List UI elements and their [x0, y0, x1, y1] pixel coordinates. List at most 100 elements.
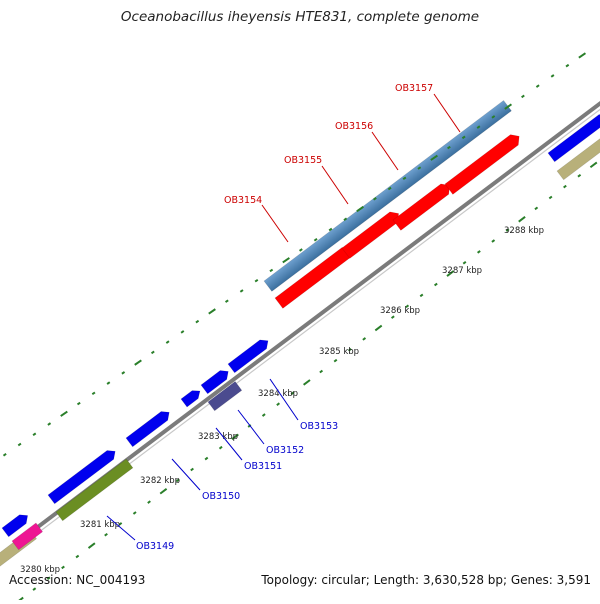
- tick-dot: [356, 205, 364, 213]
- gene-feature-shape: [444, 134, 520, 195]
- tick-dot: [261, 413, 266, 417]
- tick-dot: [104, 532, 108, 537]
- tick-dot: [2, 453, 7, 457]
- tick-dot: [565, 63, 570, 68]
- tick-dots: [2, 52, 598, 604]
- tick-dot: [405, 304, 410, 309]
- tick-dot: [373, 197, 377, 201]
- tick-dot: [430, 154, 438, 161]
- gene-feature-shape: [207, 381, 243, 412]
- tick-dot: [417, 166, 422, 170]
- tick-dot: [577, 173, 582, 178]
- tick-dot: [106, 381, 111, 385]
- tick-dot: [61, 565, 65, 570]
- tick-dot: [504, 103, 512, 110]
- tick-dot: [204, 456, 209, 461]
- gene-label-group[interactable]: OB3153: [269, 378, 338, 432]
- tick-dot: [190, 467, 194, 472]
- gene-feature[interactable]: [200, 367, 232, 395]
- gene-label-group[interactable]: OB3156: [335, 121, 399, 171]
- gene-feature[interactable]: [392, 180, 454, 231]
- tick-dot: [208, 308, 216, 315]
- tick-dot: [298, 248, 303, 252]
- gene-label[interactable]: OB3156: [335, 121, 373, 132]
- gene-label-leader: [106, 515, 136, 541]
- gene-label-group[interactable]: OB3154: [224, 195, 289, 243]
- ruler-tick-label: 3281 kbp: [80, 520, 120, 530]
- gene-label[interactable]: OB3153: [300, 421, 338, 432]
- gene-label[interactable]: OB3152: [266, 445, 304, 456]
- gene-feature[interactable]: [547, 111, 600, 163]
- tick-dot: [477, 250, 481, 254]
- ruler-tick-label: 3285 kbp: [319, 347, 359, 357]
- gene-label-leader: [171, 458, 201, 491]
- tick-dot: [46, 576, 51, 581]
- gene-label-leader: [237, 409, 265, 445]
- tick-dot: [159, 487, 168, 495]
- tick-dot: [147, 500, 151, 504]
- tick-dot: [76, 401, 81, 406]
- tick-dot: [60, 410, 68, 417]
- gene-label-group[interactable]: OB3150: [171, 458, 240, 502]
- gene-label-leader: [261, 204, 289, 243]
- gene-feature[interactable]: [1, 511, 31, 538]
- ruler-tick-label: 3288 kbp: [504, 226, 544, 236]
- tick-dot: [134, 359, 142, 366]
- ruler-tick-label: 3286 kbp: [380, 306, 420, 316]
- tick-dot: [32, 587, 37, 591]
- gene-feature[interactable]: [180, 387, 203, 408]
- gene-feature[interactable]: [125, 408, 173, 448]
- tick-dot: [87, 542, 96, 549]
- tick-dot: [290, 391, 295, 396]
- gene-label-group[interactable]: OB3151: [215, 427, 282, 472]
- tick-dot: [402, 176, 407, 181]
- gene-label-group[interactable]: OB3157: [395, 83, 461, 133]
- tick-dot: [269, 268, 274, 273]
- tick-dot: [175, 478, 180, 483]
- gene-label-leader: [321, 165, 349, 205]
- gene-feature[interactable]: [227, 336, 271, 374]
- tick-dot: [535, 84, 540, 88]
- gene-label[interactable]: OB3150: [202, 491, 240, 502]
- tick-dot: [276, 402, 281, 406]
- ruler-tick-label: 3284 kbp: [258, 389, 298, 399]
- gene-label-leader: [371, 131, 399, 171]
- tick-dot: [91, 391, 96, 396]
- tick-dot: [461, 135, 466, 140]
- gene-label[interactable]: OB3149: [136, 541, 174, 552]
- tick-dot: [563, 184, 567, 189]
- tick-dot: [534, 206, 539, 211]
- gene-label-group[interactable]: OB3155: [284, 155, 349, 205]
- gene-feature[interactable]: [55, 458, 134, 522]
- tick-dot: [387, 186, 392, 191]
- gene-label[interactable]: OB3151: [244, 461, 282, 472]
- tick-dot: [32, 432, 37, 437]
- tick-dot: [550, 74, 555, 78]
- gene-feature[interactable]: [556, 134, 600, 181]
- gene-feature[interactable]: [11, 522, 43, 551]
- gene-label[interactable]: OB3155: [284, 155, 322, 166]
- gene-labels: OB3149 OB3150 OB3151 OB3152 OB3153 OB3154 OB31…: [106, 83, 461, 552]
- gene-feature[interactable]: [207, 381, 243, 412]
- tick-dot: [518, 216, 526, 223]
- tick-dot: [419, 293, 424, 298]
- gene-feature[interactable]: [444, 131, 523, 195]
- tick-dot: [17, 442, 22, 447]
- tick-dot: [333, 358, 338, 363]
- tick-dot: [165, 340, 170, 344]
- tick-dot: [75, 554, 80, 559]
- tick-dot: [446, 270, 455, 277]
- tick-dot: [521, 94, 525, 99]
- gene-feature-shape: [556, 134, 600, 181]
- tick-dot: [218, 445, 223, 450]
- gene-label-group[interactable]: OB3152: [237, 409, 304, 456]
- gene-label[interactable]: OB3154: [224, 195, 262, 206]
- tick-dot: [347, 348, 352, 352]
- gene-feature[interactable]: [47, 447, 119, 505]
- tick-dot: [343, 217, 348, 221]
- tick-dot: [303, 379, 311, 386]
- gene-label[interactable]: OB3157: [395, 83, 433, 94]
- gene-label-group[interactable]: OB3149: [106, 515, 174, 552]
